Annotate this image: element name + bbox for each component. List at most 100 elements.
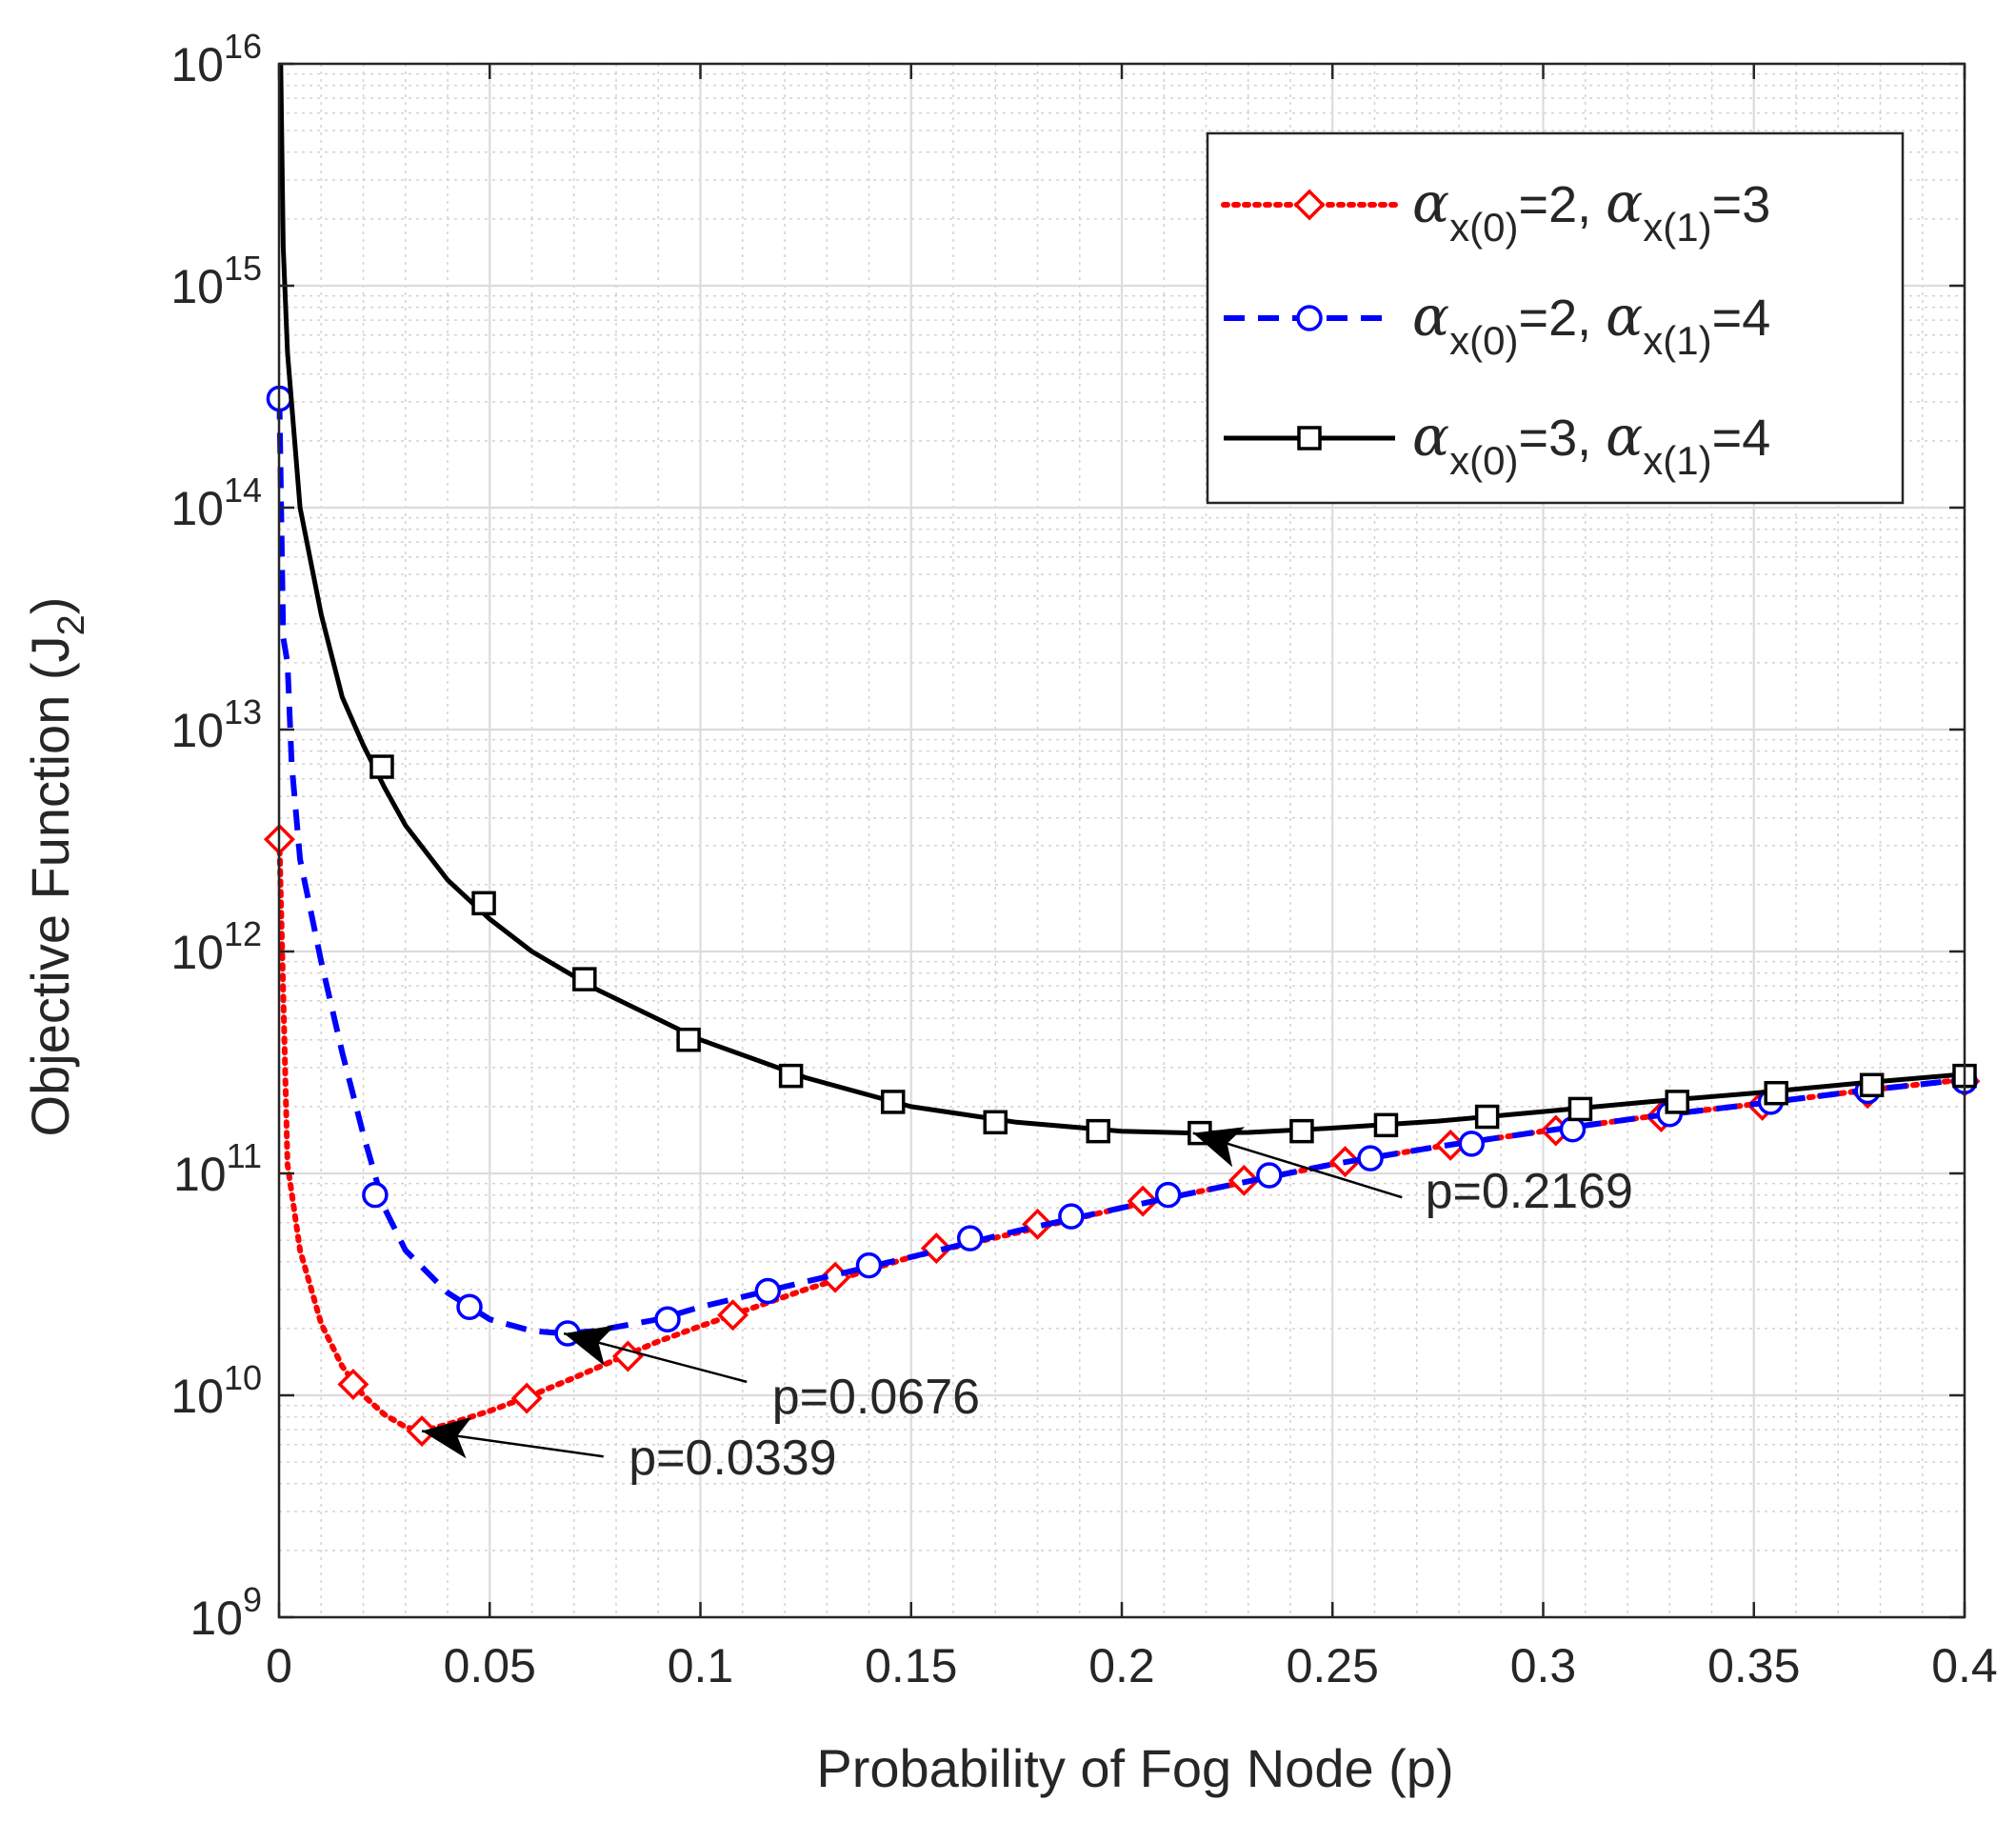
data-point-blue-circle [1154, 1181, 1182, 1209]
y-tick-label-base: 10 [173, 1148, 227, 1201]
legend-label: αx(0)=2, αx(1)=3 [1412, 170, 1770, 250]
y-tick-label-base: 10 [190, 1592, 243, 1645]
legend-value-a0: 3 [1548, 410, 1577, 467]
legend-label: αx(0)=2, αx(1)=4 [1412, 284, 1770, 363]
data-point-black-square [1567, 1096, 1593, 1122]
y-axis-label-subscript: 2 [50, 614, 92, 635]
data-point-red-diamond [510, 1382, 543, 1414]
y-tick-label: 1013 [170, 692, 262, 757]
series-group [263, 63, 1981, 1448]
legend-marker-sample [1297, 426, 1322, 450]
y-tick-label-base: 10 [170, 926, 224, 979]
data-point-black-square [572, 967, 597, 991]
data-point-black-square [1289, 1118, 1314, 1144]
legend-entry-black-square: αx(0)=3, αx(1)=4 [1224, 404, 1770, 483]
data-point-black-square [1764, 1080, 1788, 1106]
series-black-square [278, 63, 1977, 1146]
y-tick-label: 1015 [170, 249, 262, 313]
data-point-red-diamond [1022, 1208, 1053, 1240]
legend-alpha-symbol: α [1606, 284, 1643, 349]
y-tick-label-exponent: 16 [224, 27, 262, 66]
y-tick-label-base: 10 [170, 482, 224, 535]
data-point-blue-circle [456, 1293, 483, 1321]
legend-subscript: x(1) [1643, 318, 1711, 363]
data-point-black-square [1086, 1118, 1110, 1144]
legend-value-a1: 4 [1742, 290, 1770, 347]
data-point-black-square [369, 754, 394, 779]
y-tick-label-base: 10 [170, 260, 224, 313]
x-tick-label: 0.25 [1287, 1639, 1379, 1692]
data-point-red-diamond [717, 1299, 749, 1331]
legend-alpha-symbol: α [1412, 284, 1449, 349]
legend-text: = [1712, 176, 1743, 233]
data-point-blue-circle [754, 1277, 782, 1305]
data-point-blue-circle [654, 1306, 681, 1332]
x-tick-labels: 0 0.05 0.1 0.15 0.2 0.25 0.3 0.35 0.4 [266, 1639, 1998, 1692]
legend-box [1206, 131, 1905, 505]
annotation-label: p=0.0676 [772, 1370, 980, 1425]
data-point-black-square [983, 1110, 1008, 1135]
y-axis-label-main: Objective Function (J [20, 635, 80, 1136]
data-point-blue-circle [1458, 1131, 1486, 1157]
data-point-black-square [1373, 1112, 1399, 1138]
legend-text: , [1577, 410, 1606, 467]
legend-subscript: x(0) [1449, 205, 1518, 250]
legend-subscript: x(0) [1449, 318, 1518, 363]
legend-text: = [1712, 290, 1743, 347]
x-axis-label: Probability of Fog Node (p) [816, 1738, 1453, 1798]
legend-text: , [1577, 290, 1606, 347]
annotation-label: p=0.2169 [1426, 1164, 1633, 1219]
legend-entry-red-diamond: αx(0)=2, αx(1)=3 [1221, 170, 1770, 250]
data-point-blue-circle [1256, 1162, 1283, 1189]
tick-marks [277, 62, 1966, 1619]
legend-label: αx(0)=3, αx(1)=4 [1412, 404, 1770, 483]
data-point-black-square [880, 1090, 906, 1114]
data-point-black-square [676, 1027, 701, 1052]
data-point-black-square [1859, 1072, 1885, 1098]
y-tick-label: 1012 [170, 914, 262, 979]
legend-text: = [1519, 290, 1549, 347]
data-point-blue-circle [855, 1251, 883, 1279]
annotation-label: p=0.0339 [629, 1431, 836, 1486]
series-line-blue-circle [276, 398, 1966, 1337]
legend-alpha-symbol: α [1412, 170, 1449, 235]
y-tick-label-exponent: 15 [224, 249, 262, 288]
legend: αx(0)=2, αx(1)=3αx(0)=2, αx(1)=4αx(0)=3,… [1206, 131, 1905, 505]
legend-subscript: x(1) [1643, 205, 1711, 250]
data-point-red-diamond [337, 1369, 369, 1401]
y-axis-label: Objective Function (J2) [20, 597, 92, 1137]
y-tick-label-base: 10 [170, 1370, 224, 1423]
y-tick-label: 1016 [170, 27, 262, 91]
legend-value-a1: 4 [1742, 410, 1770, 467]
legend-alpha-symbol: α [1412, 404, 1449, 469]
legend-value-a1: 3 [1742, 176, 1770, 233]
y-tick-label: 109 [190, 1580, 262, 1645]
annotation-arrow-head [422, 1416, 472, 1459]
legend-entries: αx(0)=2, αx(1)=3αx(0)=2, αx(1)=4αx(0)=3,… [1221, 170, 1770, 483]
data-point-blue-circle [1058, 1203, 1085, 1230]
legend-entry-blue-circle: αx(0)=2, αx(1)=4 [1224, 284, 1770, 363]
data-point-blue-circle [362, 1181, 389, 1209]
annotation-arrow-head [564, 1325, 616, 1367]
legend-subscript: x(1) [1643, 438, 1711, 483]
legend-marker-sample [1296, 305, 1323, 331]
data-point-black-square [1474, 1104, 1500, 1130]
data-point-black-square [778, 1063, 804, 1089]
legend-text: = [1519, 176, 1549, 233]
legend-value-a0: 2 [1548, 290, 1577, 347]
legend-marker-sample [1293, 189, 1326, 221]
data-point-black-square [471, 891, 496, 916]
y-tick-label: 1010 [170, 1358, 262, 1423]
legend-text: = [1519, 410, 1549, 467]
data-point-blue-circle [1559, 1115, 1587, 1143]
x-tick-label: 0.2 [1088, 1639, 1155, 1692]
y-tick-label: 1014 [170, 471, 262, 535]
legend-alpha-symbol: α [1606, 404, 1643, 469]
y-tick-label: 1011 [173, 1136, 262, 1201]
annotation-arrow-line [1192, 1131, 1403, 1199]
data-point-black-square [1665, 1090, 1689, 1114]
y-tick-label-exponent: 12 [224, 914, 262, 953]
